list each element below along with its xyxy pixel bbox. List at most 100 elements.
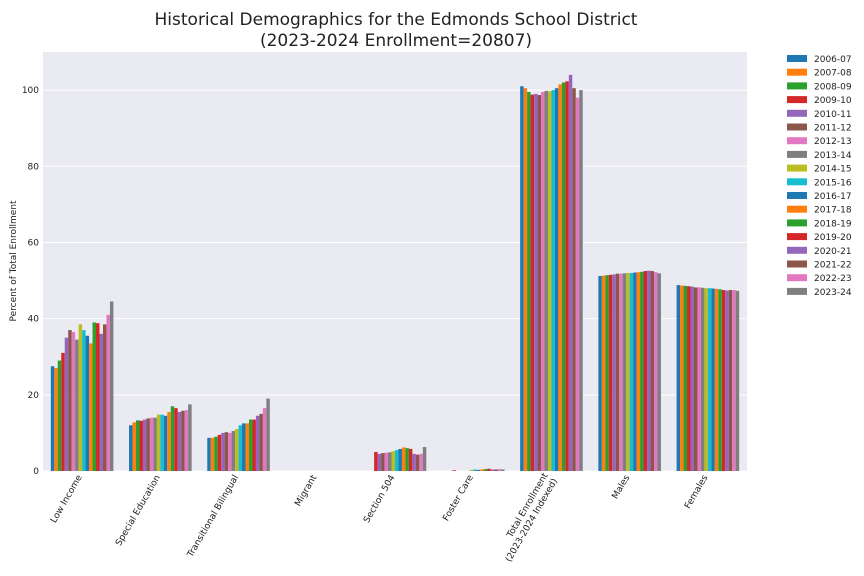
- bar: [381, 453, 385, 471]
- legend-swatch: [787, 55, 807, 62]
- bar: [565, 81, 569, 471]
- bar: [494, 469, 498, 471]
- bar: [608, 274, 613, 471]
- bar: [469, 469, 474, 471]
- bar: [163, 415, 168, 471]
- x-axis-ticks: Low Income Special Education Transitional …: [49, 471, 710, 564]
- legend-swatch: [787, 164, 807, 172]
- bar: [89, 343, 93, 471]
- bar: [61, 352, 65, 471]
- bar: [537, 95, 542, 471]
- bar: [132, 422, 136, 471]
- bar: [64, 337, 69, 471]
- bar: [266, 398, 270, 471]
- x-tick-label-line: Females: [683, 473, 710, 511]
- legend-label: 2016-17: [814, 192, 852, 202]
- bar: [697, 287, 701, 471]
- bar: [579, 90, 583, 471]
- legend-label: 2023-24: [814, 288, 852, 298]
- bar: [527, 91, 531, 471]
- y-axis-ticks: 0 20 40 60 80 100: [22, 86, 39, 477]
- bar: [405, 448, 409, 471]
- bar: [242, 423, 246, 471]
- legend-swatch: [787, 287, 807, 295]
- bar: [68, 330, 72, 471]
- bar: [374, 451, 378, 471]
- bar: [615, 273, 620, 471]
- y-tick-label: 60: [28, 238, 40, 248]
- bar: [612, 274, 616, 471]
- bar: [647, 270, 651, 471]
- bar: [174, 408, 178, 471]
- y-tick-label: 100: [22, 86, 39, 96]
- legend-swatch: [787, 260, 807, 268]
- legend-label: 2014-15: [814, 165, 852, 175]
- bar: [71, 331, 76, 471]
- legend-swatch: [787, 246, 807, 254]
- bar: [262, 408, 267, 471]
- bar: [248, 419, 253, 471]
- x-tick-label: Section 504: [362, 473, 398, 525]
- bar: [245, 423, 249, 471]
- bar: [415, 454, 420, 471]
- bar: [231, 431, 236, 471]
- bar: [224, 432, 229, 471]
- bar: [259, 413, 263, 471]
- bar: [558, 84, 562, 472]
- legend-swatch: [787, 205, 807, 213]
- y-axis-label: Percent of Total Enrollment: [9, 200, 19, 322]
- legend-label: 2012-13: [814, 137, 852, 147]
- bar: [676, 285, 681, 471]
- bar: [207, 437, 211, 471]
- bar: [149, 417, 154, 471]
- bar: [619, 273, 623, 471]
- chart-subtitle: (2023-2024 Enrollment=20807): [260, 31, 532, 51]
- bar: [497, 469, 502, 471]
- bar: [160, 414, 164, 471]
- bar: [725, 290, 729, 471]
- legend: 2006-07 2007-08 2008-09 2009-10 2010-11 2011-…: [787, 55, 852, 298]
- bar: [395, 450, 399, 471]
- bar: [687, 286, 691, 471]
- bar: [412, 453, 416, 471]
- bar: [252, 419, 256, 471]
- y-tick-label: 40: [28, 315, 40, 325]
- bar: [650, 271, 655, 471]
- bar: [235, 429, 239, 471]
- bar: [561, 82, 566, 472]
- bar: [255, 415, 260, 471]
- bar: [384, 452, 389, 471]
- bar: [167, 411, 171, 471]
- bar: [483, 469, 488, 471]
- legend-label: 2017-18: [814, 206, 852, 216]
- y-tick-label: 20: [28, 391, 40, 401]
- legend-swatch: [787, 233, 807, 241]
- bar: [534, 93, 538, 472]
- legend-swatch: [787, 109, 807, 117]
- bar: [452, 470, 456, 471]
- legend-label: 2015-16: [814, 178, 852, 188]
- y-tick-label: 0: [33, 467, 39, 477]
- bar: [184, 410, 189, 471]
- x-tick-label: Total Enrollment(2023-2024 Indexed): [495, 471, 561, 564]
- x-tick-label: Males: [611, 473, 633, 501]
- bar: [156, 414, 161, 471]
- bar: [629, 272, 634, 471]
- bar: [707, 288, 712, 471]
- bar: [704, 288, 708, 471]
- legend-swatch: [787, 123, 807, 131]
- legend-swatch: [787, 82, 807, 90]
- legend-label: 2011-12: [814, 124, 852, 134]
- bar: [714, 288, 719, 471]
- bar: [476, 469, 481, 471]
- legend-label: 2021-22: [814, 261, 852, 271]
- bar: [693, 287, 698, 471]
- bar: [146, 418, 150, 471]
- bar: [78, 324, 83, 471]
- bars-group: [50, 74, 740, 472]
- bar: [57, 360, 62, 471]
- legend-swatch: [787, 178, 807, 186]
- bar: [181, 410, 185, 471]
- bar: [732, 290, 736, 471]
- x-tick-label: Transitional Bilingual: [185, 474, 241, 561]
